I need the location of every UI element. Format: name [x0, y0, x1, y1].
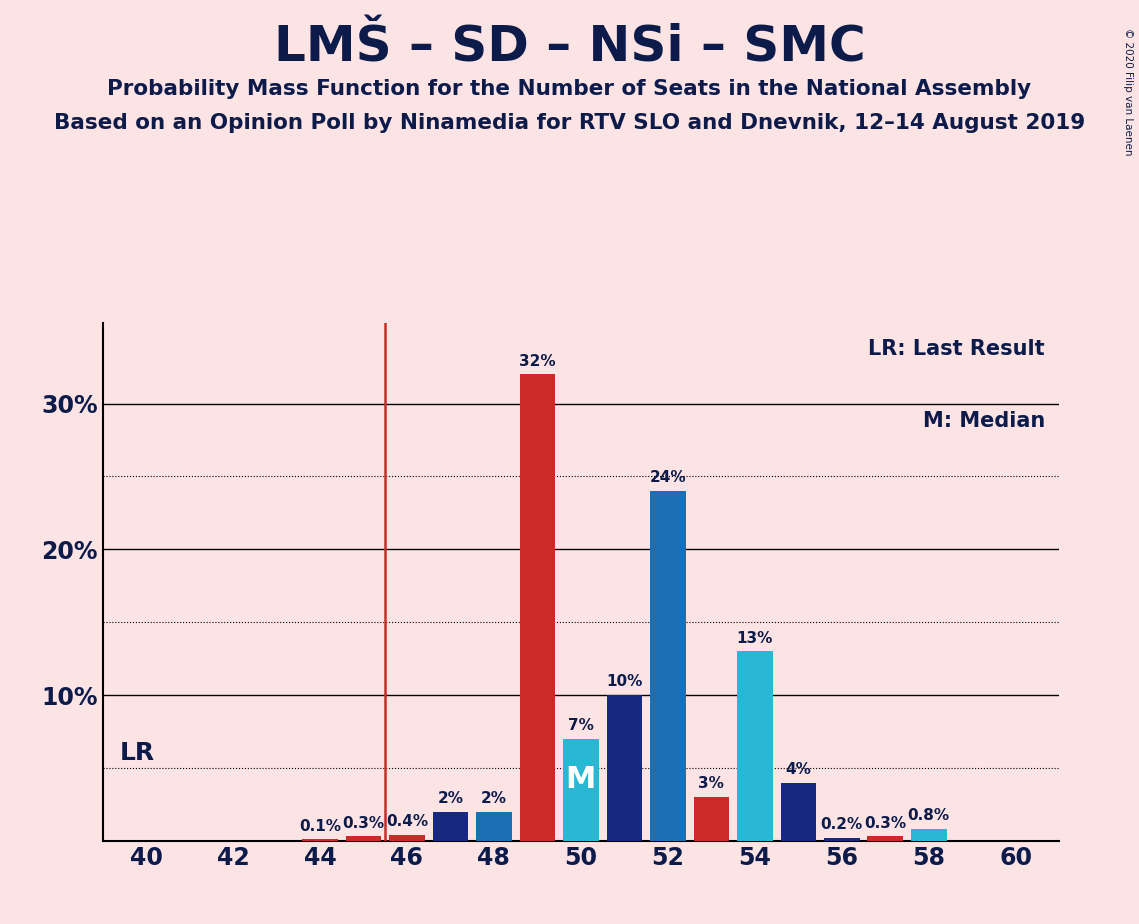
Text: 24%: 24%: [649, 470, 686, 485]
Text: M: M: [566, 765, 596, 795]
Text: 0.4%: 0.4%: [386, 814, 428, 829]
Text: Probability Mass Function for the Number of Seats in the National Assembly: Probability Mass Function for the Number…: [107, 79, 1032, 99]
Bar: [476, 811, 511, 841]
Text: 32%: 32%: [519, 354, 556, 369]
Bar: [563, 739, 599, 841]
Text: 2%: 2%: [437, 791, 464, 806]
Text: 0.1%: 0.1%: [298, 819, 341, 833]
Bar: [737, 651, 772, 841]
Text: 0.2%: 0.2%: [821, 817, 863, 833]
Text: 10%: 10%: [606, 675, 642, 689]
Text: 13%: 13%: [737, 630, 773, 646]
Text: Based on an Opinion Poll by Ninamedia for RTV SLO and Dnevnik, 12–14 August 2019: Based on an Opinion Poll by Ninamedia fo…: [54, 113, 1085, 133]
Bar: [390, 835, 425, 841]
Text: 7%: 7%: [568, 718, 593, 733]
Bar: [868, 836, 903, 841]
Bar: [650, 491, 686, 841]
Text: © 2020 Filip van Laenen: © 2020 Filip van Laenen: [1123, 28, 1133, 155]
Text: M: Median: M: Median: [923, 411, 1044, 432]
Bar: [780, 783, 817, 841]
Bar: [911, 829, 947, 841]
Bar: [302, 839, 338, 841]
Text: 0.3%: 0.3%: [343, 816, 385, 831]
Text: 3%: 3%: [698, 776, 724, 791]
Bar: [519, 374, 555, 841]
Bar: [823, 838, 860, 841]
Text: 2%: 2%: [481, 791, 507, 806]
Text: 0.8%: 0.8%: [908, 808, 950, 823]
Bar: [694, 797, 729, 841]
Bar: [433, 811, 468, 841]
Bar: [607, 695, 642, 841]
Text: 4%: 4%: [786, 761, 811, 777]
Text: LR: LR: [120, 741, 155, 765]
Text: LR: Last Result: LR: Last Result: [868, 339, 1044, 359]
Bar: [345, 836, 382, 841]
Text: LMŠ – SD – NSi – SMC: LMŠ – SD – NSi – SMC: [273, 23, 866, 71]
Text: 0.3%: 0.3%: [865, 816, 907, 831]
